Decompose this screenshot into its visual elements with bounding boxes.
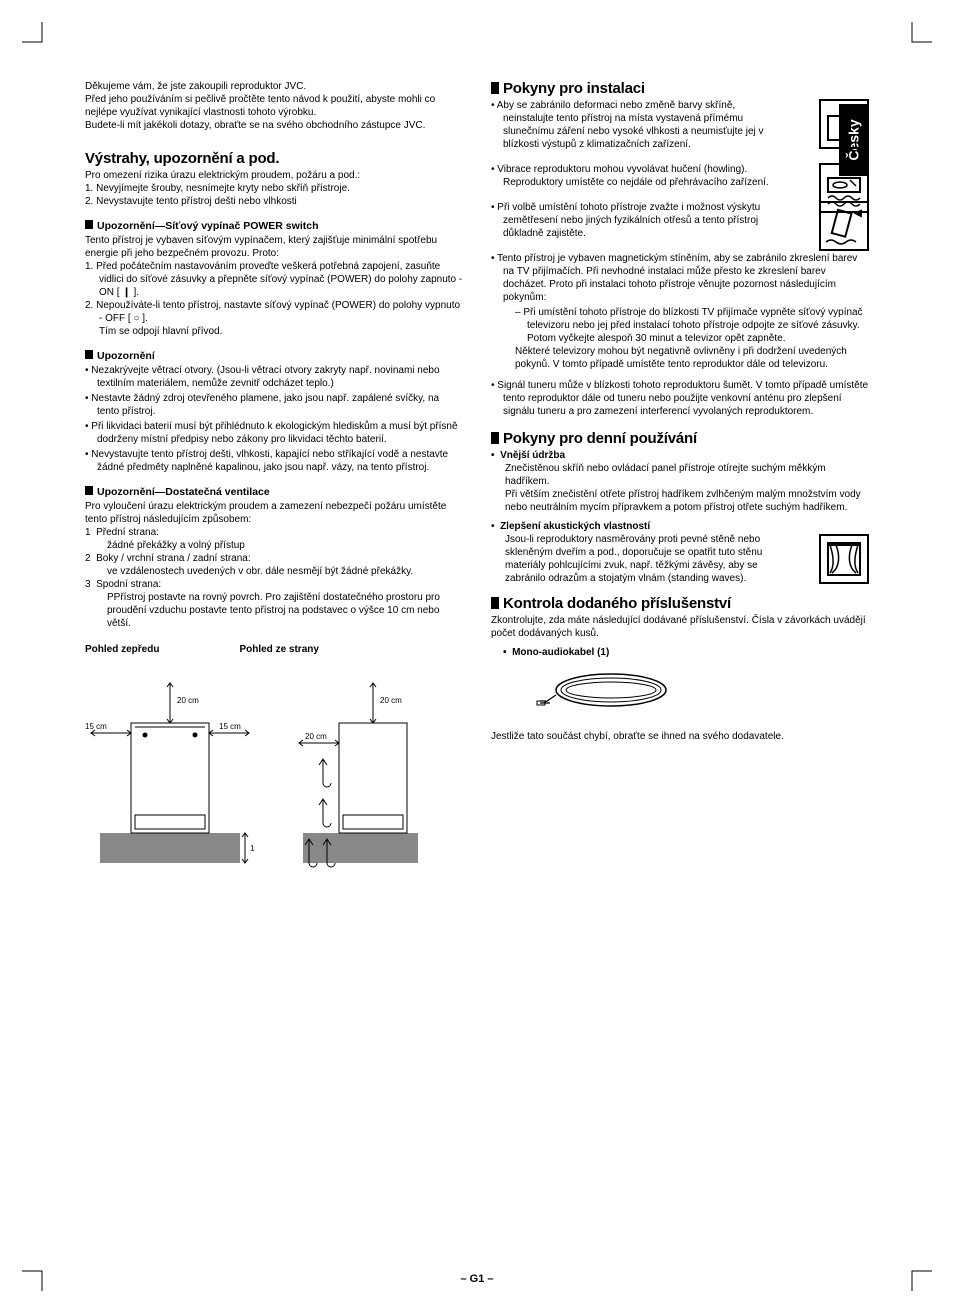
install-item-2: Vibrace reproduktoru mohou vyvolávat huč… (491, 163, 869, 189)
svg-text:20 cm: 20 cm (305, 732, 327, 741)
audio-cable-icon (531, 665, 681, 715)
install-item-3: Při volbě umístění tohoto přístroje zvaž… (491, 201, 869, 240)
side-view-diagram: 20 cm 20 cm (283, 663, 433, 873)
svg-text:20 cm: 20 cm (380, 696, 402, 705)
sub-power-switch: Upozornění—Síťový vypínač POWER switch (85, 220, 463, 232)
intro-text: Děkujeme vám, že jste zakoupili reproduk… (85, 80, 463, 132)
heading-check-accessories: Kontrola dodaného příslušenství (491, 595, 869, 612)
crop-mark-tr (906, 22, 932, 48)
daily-maintenance: • Vnější údržba Znečistěnou skříň nebo o… (491, 449, 869, 514)
clearance-diagrams: 20 cm 15 cm 15 cm 10 cm (85, 663, 463, 873)
check-lead: Zkontrolujte, zda máte následující dodáv… (491, 614, 869, 640)
warnings-body: Pro omezení rizika úrazu elektrickým pro… (85, 169, 463, 208)
daily-acoustic: • Zlepšení akustických vlastností Jsou-l… (491, 520, 869, 585)
heading-daily-use: Pokyny pro denní používání (491, 430, 869, 447)
svg-text:15 cm: 15 cm (85, 722, 107, 731)
left-column: Děkujeme vám, že jste zakoupili reproduk… (85, 80, 463, 873)
svg-text:15 cm: 15 cm (219, 722, 241, 731)
check-tail: Jestliže tato součást chybí, obraťte se … (491, 730, 869, 743)
install-tuner: Signál tuneru může v blízkosti tohoto re… (491, 379, 869, 418)
svg-text:◀: ◀ (853, 208, 862, 219)
install-item-1: Aby se zabránilo deformaci nebo změně ba… (491, 99, 869, 151)
sub-caution: Upozornění (85, 350, 463, 362)
sun-icon (819, 99, 869, 149)
caution-list: Nezakrývejte větrací otvory. (Jsou-li vě… (85, 364, 463, 474)
svg-text:20 cm: 20 cm (177, 696, 199, 705)
front-view-diagram: 20 cm 15 cm 15 cm 10 cm (85, 663, 255, 873)
label-side-view: Pohled ze strany (239, 644, 318, 655)
heading-warnings: Výstrahy, upozornění a pod. (85, 150, 463, 167)
page-content: Česky Děkujeme vám, že jste zakoupili re… (85, 80, 869, 873)
label-front-view: Pohled zepředu (85, 644, 159, 655)
falling-speaker-icon: ◀ (819, 201, 869, 251)
accessory-item: • Mono-audiokabel (1) (491, 646, 869, 659)
page-number: – G1 – (0, 1273, 954, 1285)
svg-text:10 cm: 10 cm (250, 844, 255, 853)
heading-install: Pokyny pro instalaci (491, 80, 869, 97)
vent-body: Pro vyloučení úrazu elektrickým proudem … (85, 500, 463, 630)
right-column: Pokyny pro instalaci Aby se zabránilo de… (491, 80, 869, 873)
crop-mark-tl (22, 22, 48, 48)
curtain-icon (819, 534, 869, 584)
install-tv: Tento přístroj je vybaven magnetickým st… (491, 252, 869, 371)
sub-ventilation: Upozornění—Dostatečná ventilace (85, 486, 463, 498)
power-body: Tento přístroj je vybaven síťovým vypína… (85, 234, 463, 338)
